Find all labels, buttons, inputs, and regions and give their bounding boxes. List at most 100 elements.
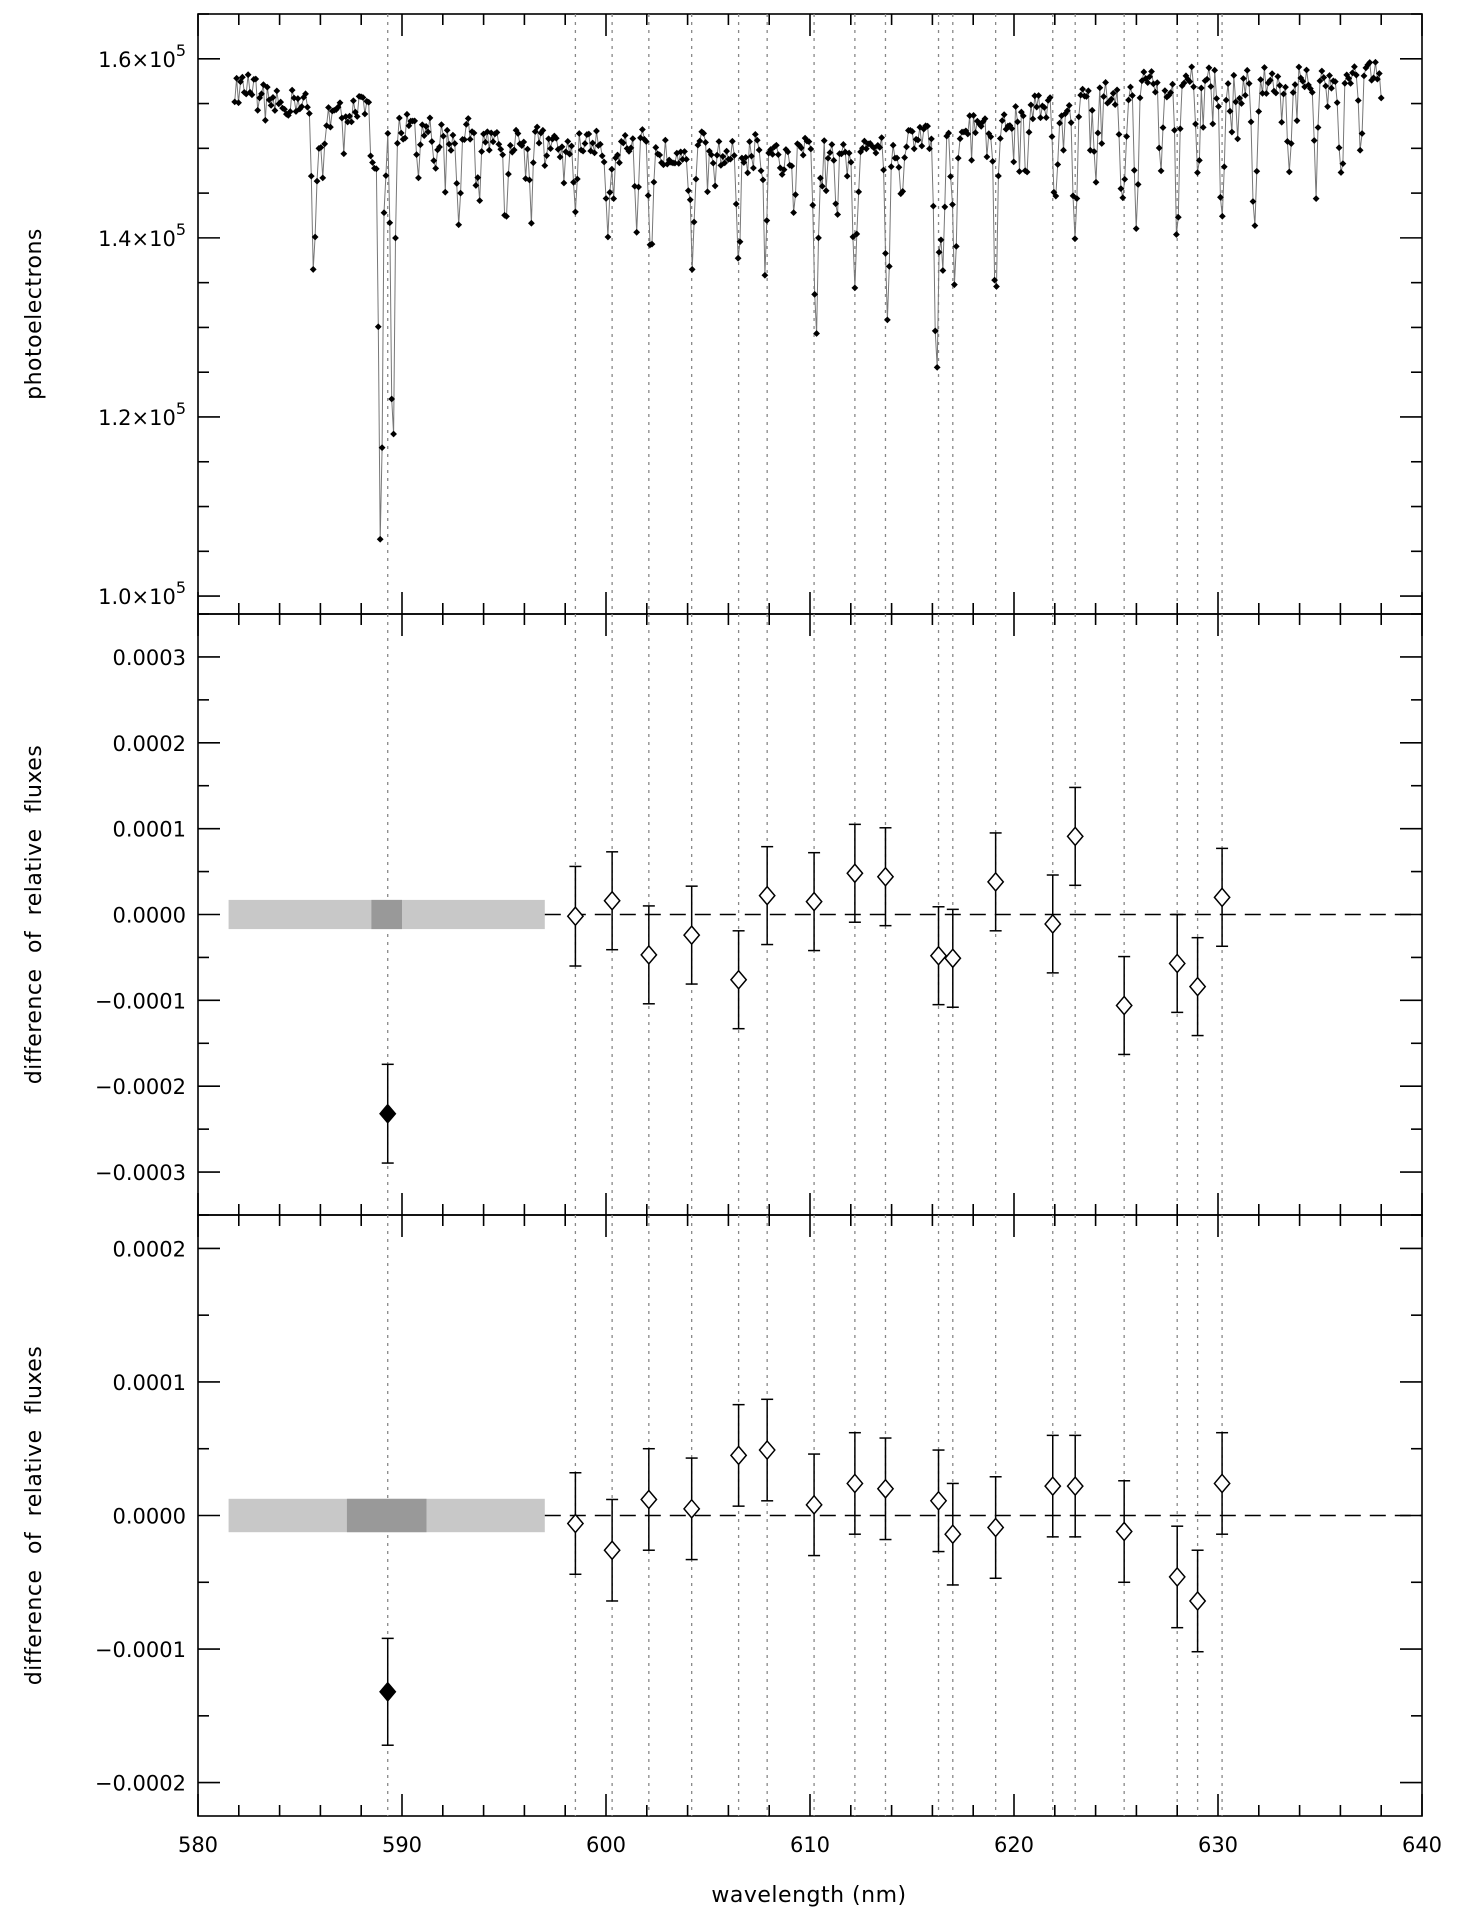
spectrum-point <box>307 172 315 180</box>
spectrum-point <box>543 152 551 160</box>
spectrum-point <box>1335 144 1343 152</box>
panel-frame <box>197 13 1423 615</box>
spectrum-point <box>441 188 449 196</box>
spectrum-point <box>443 126 451 134</box>
spectrum-point <box>453 180 461 187</box>
spectrum-point <box>413 151 420 159</box>
spectrum-point <box>1282 83 1289 91</box>
spectrum-point <box>1111 101 1119 109</box>
spectrum-point <box>1370 74 1377 82</box>
spectrum-point <box>1278 118 1286 126</box>
spectrum-point <box>690 218 698 226</box>
spectrum-point <box>996 135 1004 142</box>
spectrum-point <box>943 132 951 140</box>
spectrum-point <box>780 166 788 174</box>
spectrum-point <box>510 146 518 154</box>
spectrum-point <box>503 212 510 220</box>
spectrum-point <box>1358 130 1366 137</box>
spectrum-point <box>843 172 851 180</box>
spectrum-point <box>1056 119 1064 127</box>
spectrum-point <box>462 120 470 128</box>
spectrum-point <box>1052 192 1060 200</box>
spectrum-point <box>472 182 480 189</box>
spectrum-point <box>1375 70 1383 77</box>
spectrum-point <box>1132 225 1140 233</box>
spectrum-point <box>947 173 954 180</box>
spectrum-point <box>1027 101 1035 109</box>
spectrum-point <box>845 149 853 157</box>
spectrum-point <box>1163 93 1171 101</box>
spectrum-point <box>681 148 688 155</box>
spectrum-point <box>573 175 581 183</box>
spectrum-point <box>558 143 566 151</box>
spectrum-point <box>240 88 248 96</box>
spectrum-point <box>876 143 884 151</box>
spectrum-point <box>1067 119 1075 127</box>
spectrum-point <box>1157 167 1165 175</box>
spectrum-point <box>1222 96 1230 104</box>
spectrum-point <box>1119 194 1127 202</box>
spectrum-point <box>325 104 332 111</box>
spectrum-point <box>1224 80 1232 87</box>
spectrum-point <box>359 94 367 101</box>
spectrum-point <box>851 284 859 292</box>
spectrum-point <box>686 196 694 204</box>
spectrum-point <box>1171 126 1178 134</box>
spectrum-point <box>1232 98 1240 106</box>
spectrum-point <box>376 535 384 543</box>
spectrum-point <box>1176 125 1184 133</box>
spectrum-point <box>485 146 493 154</box>
spectrum-point <box>1285 168 1293 176</box>
spectrum-point <box>1211 66 1219 74</box>
spectrum-point <box>677 148 685 156</box>
spectrum-point <box>265 96 273 104</box>
spectrum-point <box>1000 111 1008 119</box>
spectrum-point <box>1019 112 1027 120</box>
spectrum-point <box>1308 89 1316 96</box>
spectrum-point <box>1037 114 1044 122</box>
y-tick-exponent: 5 <box>176 41 186 60</box>
spectrum-point <box>1345 74 1353 82</box>
spectrum-point <box>612 154 620 162</box>
spectrum-point <box>346 112 353 120</box>
spectrum-point <box>598 152 606 160</box>
spectrum-point <box>830 156 838 164</box>
spectrum-point <box>709 159 717 167</box>
spectrum-point <box>258 90 265 98</box>
spectrum-point <box>596 140 604 148</box>
spectrum-point <box>887 163 895 171</box>
spectrum-point <box>968 156 976 164</box>
spectrum-point <box>1148 68 1155 75</box>
spectrum-point <box>445 140 453 148</box>
spectrum-point <box>602 195 610 202</box>
data-point <box>640 1489 658 1510</box>
data-point <box>929 1490 948 1511</box>
spectrum-point <box>964 130 972 138</box>
spectrum-point <box>288 86 296 94</box>
spectrum-point <box>633 228 641 236</box>
data-point <box>729 969 748 990</box>
spectrum-point <box>818 182 826 190</box>
spectrum-point <box>1025 128 1033 136</box>
spectrum-point <box>497 145 505 153</box>
spectrum-point <box>638 126 646 133</box>
spectrum-point <box>616 159 623 167</box>
spectrum-point <box>365 98 373 106</box>
spectrum-point <box>1084 87 1092 95</box>
data-point <box>1188 976 1207 997</box>
spectrum-point <box>252 75 260 83</box>
spectrum-point <box>656 151 664 159</box>
data-point <box>1066 826 1084 847</box>
spectrum-point <box>748 152 755 160</box>
data-point <box>876 866 895 887</box>
spectrum-point <box>1247 118 1255 126</box>
spectrum-point <box>1230 71 1238 79</box>
spectrum-point <box>1090 148 1098 155</box>
spectrum-point <box>732 200 740 208</box>
spectrum-point <box>1377 94 1385 102</box>
spectrum-point <box>1010 158 1018 166</box>
spectrum-point <box>342 113 350 120</box>
spectrum-point <box>723 147 731 155</box>
spectrum-point <box>1218 212 1226 220</box>
y-tick-label: 0.0002 <box>113 732 186 756</box>
